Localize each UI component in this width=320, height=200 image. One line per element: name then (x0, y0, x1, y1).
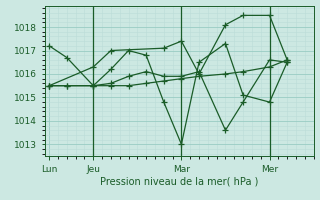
X-axis label: Pression niveau de la mer( hPa ): Pression niveau de la mer( hPa ) (100, 177, 258, 187)
